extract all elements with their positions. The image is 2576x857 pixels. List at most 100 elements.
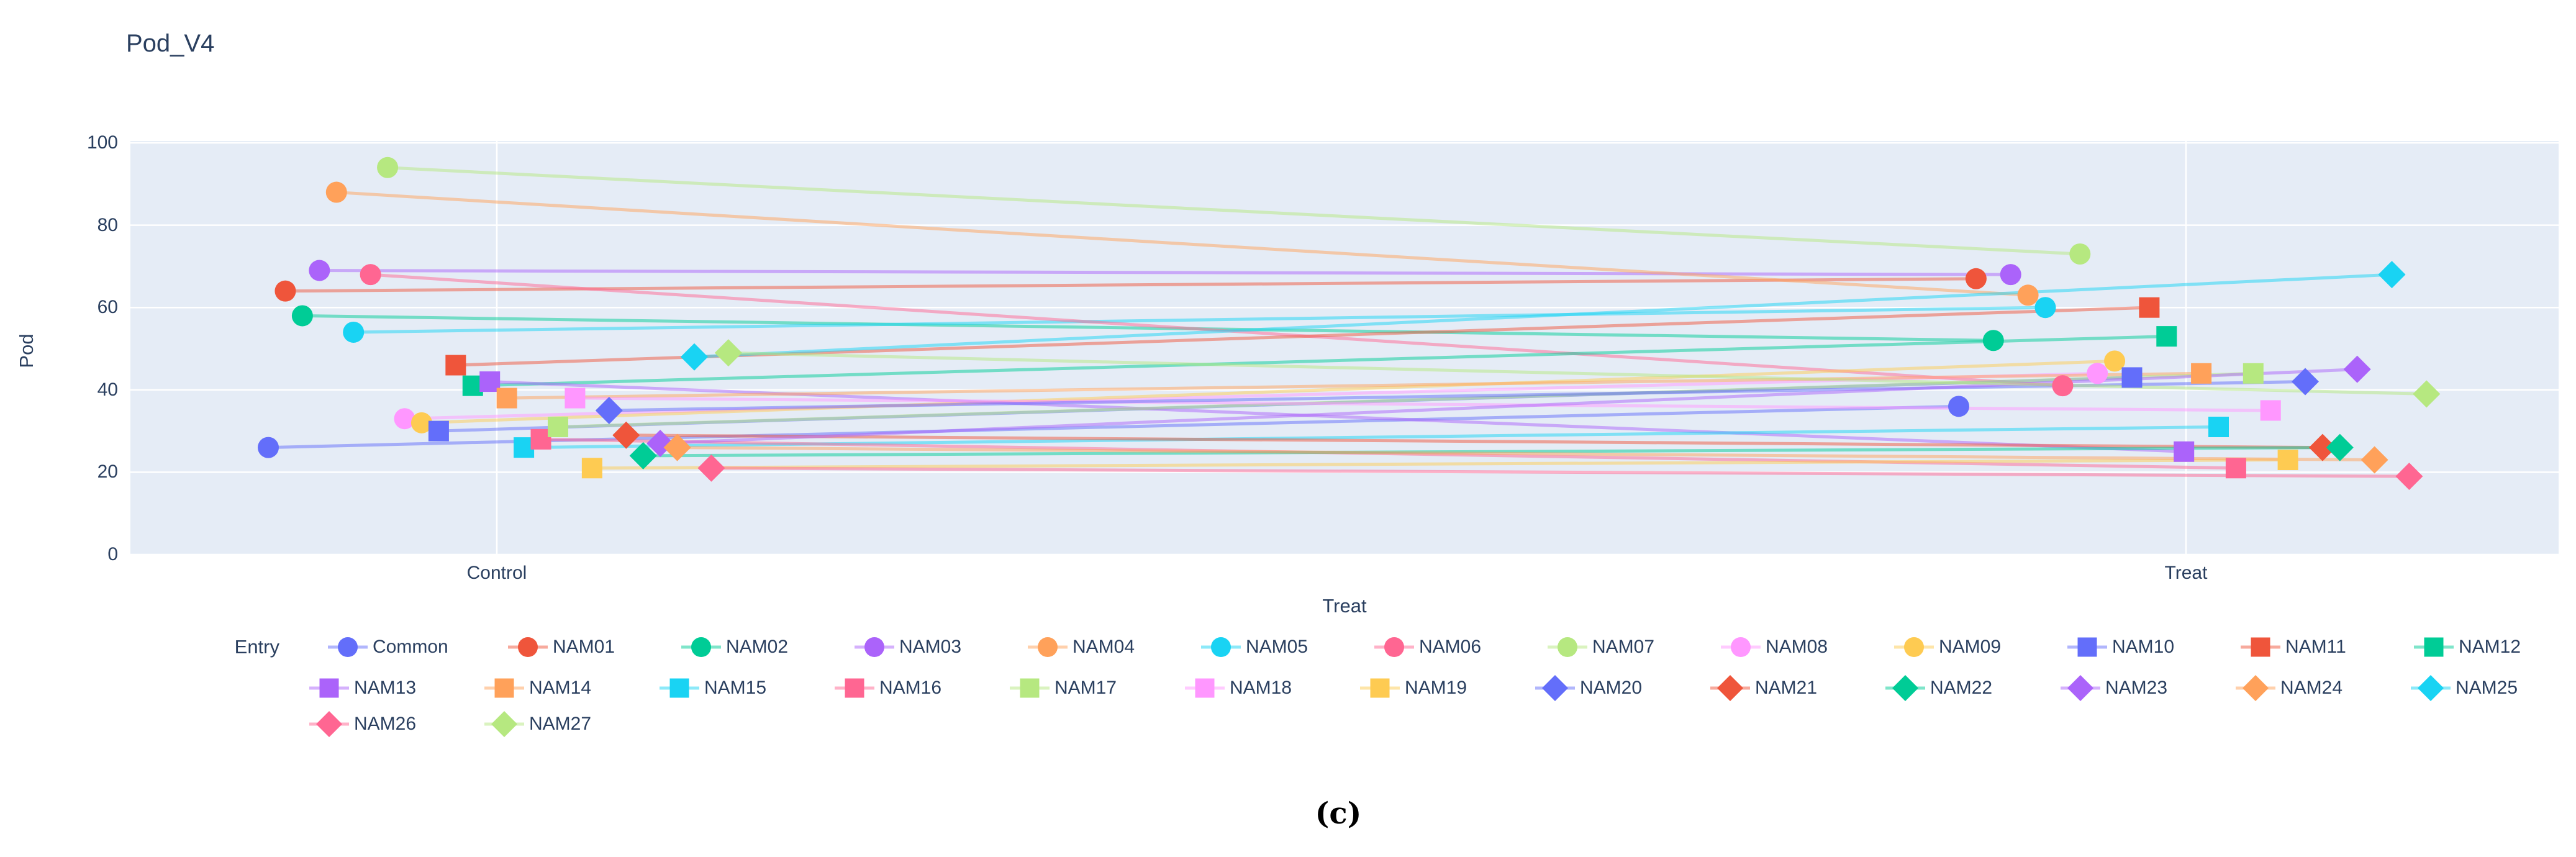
point-NAM24-control[interactable]: [663, 433, 691, 461]
legend-item-nam25[interactable]: NAM25: [2411, 674, 2518, 702]
point-NAM11-control[interactable]: [445, 355, 466, 376]
point-NAM05-control[interactable]: [343, 321, 365, 343]
point-NAM08-control[interactable]: [394, 408, 415, 430]
legend-label: NAM18: [1230, 678, 1292, 698]
legend-item-nam13[interactable]: NAM13: [309, 674, 416, 702]
legend-item-nam17[interactable]: NAM17: [1010, 674, 1117, 702]
point-NAM15-treat[interactable]: [2208, 416, 2229, 437]
legend-item-nam22[interactable]: NAM22: [1885, 674, 1992, 702]
legend-item-nam18[interactable]: NAM18: [1185, 674, 1292, 702]
point-NAM27-control[interactable]: [714, 339, 742, 367]
legend-item-nam06[interactable]: NAM06: [1374, 633, 1481, 661]
point-NAM21-control[interactable]: [612, 421, 640, 449]
series-line-NAM07: [387, 166, 2080, 256]
point-NAM01-treat[interactable]: [1965, 268, 1987, 289]
point-NAM02-treat[interactable]: [1982, 330, 2004, 351]
point-NAM26-control[interactable]: [697, 454, 725, 482]
legend-item-nam01[interactable]: NAM01: [508, 633, 615, 661]
point-NAM10-control[interactable]: [428, 420, 449, 442]
point-NAM17-treat[interactable]: [2243, 363, 2264, 384]
point-NAM26-treat[interactable]: [2395, 463, 2423, 491]
point-NAM13-treat[interactable]: [2174, 441, 2195, 462]
legend-label: NAM07: [1592, 637, 1655, 657]
legend-item-nam07[interactable]: NAM07: [1548, 633, 1654, 661]
point-Common-treat[interactable]: [1948, 396, 1969, 417]
legend-label: NAM25: [2456, 678, 2518, 698]
legend-item-nam09[interactable]: NAM09: [1894, 633, 2001, 661]
point-NAM08-treat[interactable]: [2087, 363, 2108, 384]
legend-item-nam19[interactable]: NAM19: [1360, 674, 1467, 702]
chart-title: Pod_V4: [126, 30, 215, 57]
point-NAM07-control[interactable]: [377, 156, 399, 178]
point-NAM06-treat[interactable]: [2052, 375, 2074, 397]
series-line-NAM26: [711, 466, 2410, 478]
point-NAM20-control[interactable]: [595, 396, 623, 424]
legend-item-nam14[interactable]: NAM14: [484, 674, 591, 702]
series-line-NAM22: [643, 446, 2340, 458]
legend-item-nam24[interactable]: NAM24: [2236, 674, 2342, 702]
point-NAM18-control[interactable]: [565, 388, 586, 409]
circle-icon: [508, 637, 548, 657]
circle-icon: [681, 637, 721, 657]
point-NAM22-treat[interactable]: [2326, 433, 2354, 461]
legend-item-nam21[interactable]: NAM21: [1710, 674, 1817, 702]
point-NAM02-control[interactable]: [291, 305, 313, 327]
legend-item-nam08[interactable]: NAM08: [1721, 633, 1828, 661]
point-NAM23-treat[interactable]: [2343, 355, 2371, 383]
point-NAM01-control[interactable]: [274, 280, 296, 302]
point-NAM24-treat[interactable]: [2361, 446, 2388, 474]
legend-item-nam03[interactable]: NAM03: [855, 633, 961, 661]
series-line-NAM19: [592, 458, 2288, 470]
legend-label: NAM16: [879, 678, 942, 698]
point-Common-control[interactable]: [258, 437, 279, 458]
point-NAM07-treat[interactable]: [2069, 243, 2091, 265]
point-NAM20-treat[interactable]: [2292, 368, 2319, 396]
legend-label: NAM01: [553, 637, 615, 657]
diamond-icon: [2411, 675, 2451, 701]
legend-title: Entry: [234, 636, 279, 658]
square-icon: [484, 678, 524, 698]
point-NAM14-treat[interactable]: [2191, 363, 2212, 384]
legend-item-nam27[interactable]: NAM27: [484, 710, 591, 738]
point-NAM03-treat[interactable]: [2000, 264, 2021, 286]
series-line-NAM20: [609, 380, 2306, 412]
legend-item-nam12[interactable]: NAM12: [2414, 633, 2521, 661]
point-NAM27-treat[interactable]: [2413, 380, 2441, 408]
legend-item-nam10[interactable]: NAM10: [2067, 633, 2174, 661]
square-icon: [1360, 678, 1400, 698]
point-NAM19-control[interactable]: [581, 458, 602, 479]
point-NAM16-treat[interactable]: [2225, 458, 2246, 479]
point-NAM22-control[interactable]: [629, 442, 657, 469]
point-NAM19-treat[interactable]: [2277, 450, 2298, 471]
point-NAM18-treat[interactable]: [2260, 400, 2281, 421]
point-NAM21-treat[interactable]: [2308, 433, 2336, 461]
legend-item-nam02[interactable]: NAM02: [681, 633, 788, 661]
legend-item-nam20[interactable]: NAM20: [1535, 674, 1642, 702]
point-NAM06-control[interactable]: [360, 264, 381, 286]
legend-item-nam04[interactable]: NAM04: [1028, 633, 1135, 661]
legend-item-nam05[interactable]: NAM05: [1201, 633, 1308, 661]
point-NAM05-treat[interactable]: [2034, 297, 2056, 319]
legend-item-common[interactable]: Common: [328, 633, 448, 661]
legend-item-nam26[interactable]: NAM26: [309, 710, 416, 738]
point-NAM10-treat[interactable]: [2121, 367, 2143, 388]
point-NAM17-control[interactable]: [547, 416, 568, 437]
legend-item-nam15[interactable]: NAM15: [660, 674, 766, 702]
point-NAM04-treat[interactable]: [2017, 284, 2039, 306]
legend-item-nam16[interactable]: NAM16: [835, 674, 941, 702]
point-NAM04-control[interactable]: [325, 181, 347, 203]
legend-item-nam11[interactable]: NAM11: [2241, 633, 2346, 661]
point-NAM12-treat[interactable]: [2156, 326, 2177, 347]
series-line-NAM25: [694, 273, 2392, 359]
point-NAM03-control[interactable]: [309, 260, 330, 281]
diamond-icon: [2236, 675, 2275, 701]
point-NAM09-treat[interactable]: [2104, 350, 2126, 372]
diamond-icon: [1710, 675, 1750, 701]
point-NAM11-treat[interactable]: [2139, 297, 2160, 318]
legend-item-nam23[interactable]: NAM23: [2061, 674, 2167, 702]
point-NAM09-control[interactable]: [410, 412, 432, 433]
legend-label: NAM05: [1246, 637, 1308, 657]
point-NAM25-control[interactable]: [681, 343, 708, 371]
point-NAM25-treat[interactable]: [2378, 261, 2406, 289]
point-NAM14-control[interactable]: [496, 388, 517, 409]
